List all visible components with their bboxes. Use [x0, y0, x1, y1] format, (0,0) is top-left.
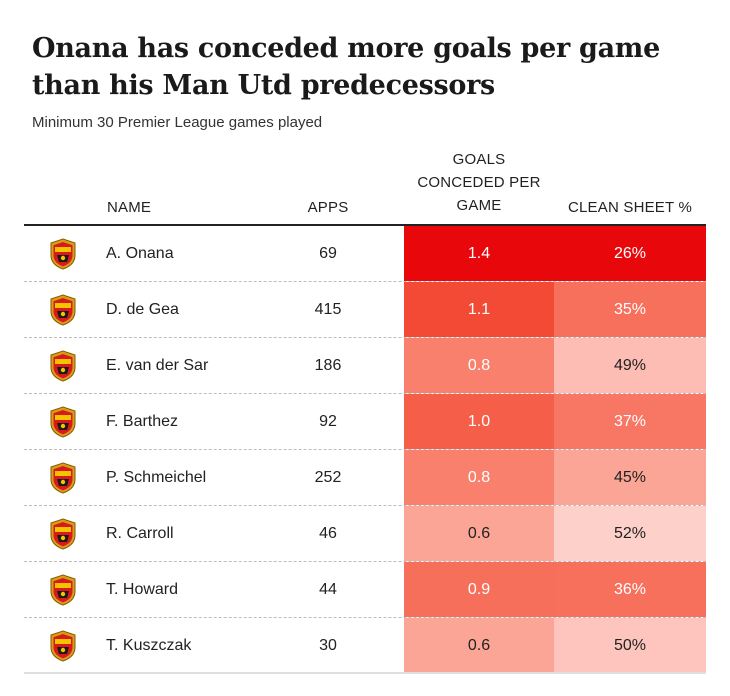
- apps-cell: 252: [314, 469, 342, 486]
- table-row: P. Schmeichel 252 0.8 45%: [24, 450, 706, 506]
- player-name-cell: A. Onana: [106, 245, 174, 262]
- header-rule: [24, 224, 706, 226]
- table-row: T. Howard 44 0.9 36%: [24, 562, 706, 618]
- manchester-united-crest-icon: [48, 350, 78, 382]
- column-header-goals-line-1: GOALS: [452, 151, 506, 168]
- table-row: E. van der Sar 186 0.8 49%: [24, 338, 706, 394]
- row-divider: [24, 505, 706, 506]
- row-divider: [24, 561, 706, 562]
- row-divider: [24, 393, 706, 394]
- manchester-united-crest-icon: [48, 406, 78, 438]
- clean-sheet-cell: 26%: [554, 226, 706, 281]
- table-row: A. Onana 69 1.4 26%: [24, 226, 706, 282]
- column-header-goals-line-3: GAME: [456, 197, 502, 214]
- column-header-apps: APPS: [307, 199, 349, 216]
- goals-per-game-cell: 0.6: [404, 618, 554, 673]
- column-header-clean-sheet: CLEAN SHEET %: [567, 199, 693, 216]
- column-header-name: NAME: [107, 199, 152, 216]
- apps-cell: 44: [319, 581, 337, 598]
- row-divider: [24, 337, 706, 338]
- table-row: D. de Gea 415 1.1 35%: [24, 282, 706, 338]
- manchester-united-crest-icon: [48, 630, 78, 662]
- manchester-united-crest-icon: [48, 238, 78, 270]
- player-name-cell: F. Barthez: [106, 413, 179, 430]
- row-divider: [24, 617, 706, 618]
- manchester-united-crest-icon: [48, 462, 78, 494]
- apps-cell: 69: [319, 245, 337, 262]
- goals-per-game-cell: 0.9: [404, 562, 554, 617]
- goals-per-game-cell: 0.8: [404, 450, 554, 505]
- goals-per-game-cell: 1.1: [404, 282, 554, 337]
- clean-sheet-cell: 50%: [554, 618, 706, 673]
- player-name-cell: T. Kuszczak: [106, 637, 192, 654]
- table-row: F. Barthez 92 1.0 37%: [24, 394, 706, 450]
- clean-sheet-cell: 52%: [554, 506, 706, 561]
- row-divider: [24, 449, 706, 450]
- goals-per-game-cell: 1.0: [404, 394, 554, 449]
- clean-sheet-cell: 45%: [554, 450, 706, 505]
- player-name-cell: T. Howard: [106, 581, 179, 598]
- manchester-united-crest-icon: [48, 294, 78, 326]
- goals-per-game-cell: 0.6: [404, 506, 554, 561]
- clean-sheet-cell: 35%: [554, 282, 706, 337]
- apps-cell: 186: [314, 357, 342, 374]
- clean-sheet-cell: 49%: [554, 338, 706, 393]
- clean-sheet-cell: 36%: [554, 562, 706, 617]
- manchester-united-crest-icon: [48, 574, 78, 606]
- row-divider: [24, 672, 706, 674]
- player-name-cell: D. de Gea: [106, 301, 179, 318]
- goals-per-game-cell: 0.8: [404, 338, 554, 393]
- manchester-united-crest-icon: [48, 518, 78, 550]
- player-name-cell: R. Carroll: [106, 525, 174, 542]
- clean-sheet-cell: 37%: [554, 394, 706, 449]
- apps-cell: 415: [314, 301, 342, 318]
- chart-subtitle: Minimum 30 Premier League games played: [32, 114, 323, 131]
- column-header-goals-line-2: CONCEDED PER: [417, 174, 541, 191]
- player-name-cell: P. Schmeichel: [106, 469, 207, 486]
- apps-cell: 92: [319, 413, 337, 430]
- apps-cell: 30: [319, 637, 337, 654]
- player-name-cell: E. van der Sar: [106, 357, 209, 374]
- table-row: R. Carroll 46 0.6 52%: [24, 506, 706, 562]
- chart-title: Onana has conceded more goals per game t…: [32, 33, 660, 101]
- column-header-goals-conceded: GOALS CONCEDED PER GAME: [406, 148, 552, 217]
- goals-per-game-cell: 1.4: [404, 226, 554, 281]
- row-divider: [24, 281, 706, 282]
- table-row: T. Kuszczak 30 0.6 50%: [24, 618, 706, 674]
- apps-cell: 46: [319, 525, 337, 542]
